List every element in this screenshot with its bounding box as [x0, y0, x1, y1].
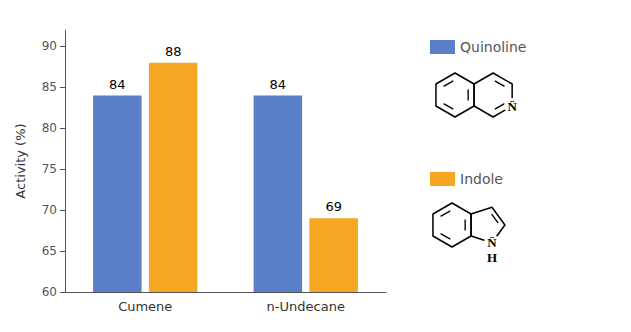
svg-text:n-Undecane: n-Undecane [267, 299, 345, 314]
svg-text:65: 65 [42, 244, 57, 258]
svg-text:70: 70 [42, 203, 57, 217]
svg-text:84: 84 [109, 77, 126, 92]
svg-text:60: 60 [42, 285, 57, 299]
svg-text:N̈: N̈ [487, 235, 497, 250]
svg-text:Cumene: Cumene [118, 299, 172, 314]
svg-text:69: 69 [325, 199, 342, 214]
svg-text:Quinoline: Quinoline [460, 39, 527, 55]
svg-text:H: H [487, 250, 497, 265]
svg-text:75: 75 [42, 162, 57, 176]
svg-text:Indole: Indole [460, 171, 503, 187]
svg-text:90: 90 [42, 39, 57, 53]
svg-text:88: 88 [165, 44, 182, 59]
svg-text:80: 80 [42, 121, 57, 135]
svg-text:85: 85 [42, 80, 57, 94]
svg-text:Activity (%): Activity (%) [13, 123, 28, 198]
svg-text:84: 84 [270, 77, 287, 92]
svg-text:N̈: N̈ [507, 99, 517, 114]
